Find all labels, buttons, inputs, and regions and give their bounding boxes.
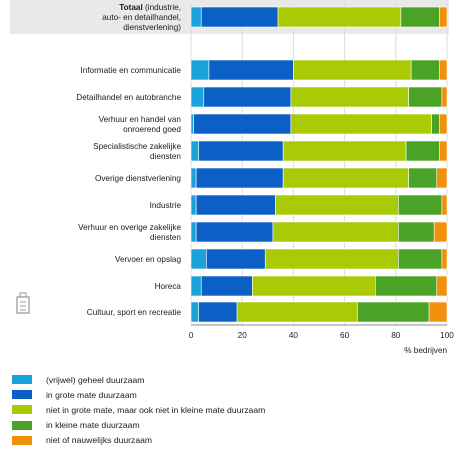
legend-label: niet in grote mate, maar ook niet in kle… bbox=[46, 404, 266, 415]
legend-swatch bbox=[12, 390, 32, 400]
bar-segment bbox=[441, 194, 448, 216]
legend-item: niet of nauwelijks duurzaam bbox=[12, 433, 462, 448]
bar-segment bbox=[290, 86, 409, 108]
category-label: Vervoer en opslag bbox=[115, 255, 181, 264]
category-label: Verhuur en handel van onroerend goed bbox=[99, 115, 182, 134]
bar-segment bbox=[190, 167, 197, 189]
legend: (vrijwel) geheel duurzaam in grote mate d… bbox=[12, 372, 462, 448]
bar-segment bbox=[398, 194, 443, 216]
x-tick-label: 80 bbox=[391, 331, 401, 340]
legend-label: in kleine mate duurzaam bbox=[46, 420, 140, 431]
category-label: Verhuur en overige zakelijke diensten bbox=[78, 223, 181, 242]
legend-item: niet in grote mate, maar ook niet in kle… bbox=[12, 402, 462, 417]
legend-swatch bbox=[12, 435, 32, 445]
x-axis-label: % bedrijven bbox=[404, 346, 447, 355]
category-label: Specialistische zakelijke diensten bbox=[93, 142, 181, 161]
bar-segment bbox=[357, 301, 430, 323]
bar-segment bbox=[431, 113, 440, 135]
x-tick-label: 60 bbox=[340, 331, 350, 340]
bar-segment bbox=[398, 221, 435, 243]
bar-segment bbox=[236, 301, 358, 323]
bar-segment bbox=[282, 140, 407, 162]
bar-segment bbox=[428, 301, 448, 323]
legend-item: (vrijwel) geheel duurzaam bbox=[12, 372, 462, 387]
legend-swatch bbox=[12, 375, 32, 384]
bar-segment bbox=[190, 86, 205, 108]
legend-label: in grote mate duurzaam bbox=[46, 389, 137, 400]
bar-segment bbox=[441, 248, 448, 270]
bar-segment bbox=[190, 194, 197, 216]
x-axis: 0 20 40 60 80 100 % bedrijven bbox=[189, 324, 454, 355]
gridlines bbox=[190, 3, 448, 325]
bar-segment bbox=[203, 86, 292, 108]
bar-segment bbox=[195, 194, 276, 216]
bar-segment bbox=[195, 167, 284, 189]
bar-segment bbox=[198, 140, 284, 162]
legend-label: niet of nauwelijks duurzaam bbox=[46, 435, 153, 446]
x-tick-label: 0 bbox=[189, 331, 194, 340]
bar-segment bbox=[190, 59, 210, 81]
category-label: Overige dienstverlening bbox=[95, 174, 181, 183]
bar-segment bbox=[408, 86, 443, 108]
legend-swatch bbox=[12, 405, 32, 415]
bar-segment bbox=[405, 140, 440, 162]
bar-segment bbox=[275, 194, 399, 216]
bar-segment bbox=[436, 167, 448, 189]
bar-segment bbox=[200, 6, 279, 28]
bar-segment bbox=[190, 248, 207, 270]
bar-segment bbox=[190, 301, 199, 323]
bar-segment bbox=[190, 275, 202, 297]
bar-segment bbox=[252, 275, 376, 297]
bar-segment bbox=[206, 248, 266, 270]
category-label: Industrie bbox=[150, 201, 182, 210]
bar-segment bbox=[198, 301, 238, 323]
bar-segment bbox=[439, 113, 448, 135]
bar-segment bbox=[277, 6, 402, 28]
bar-segment bbox=[190, 221, 197, 243]
category-label: Totaal (industrie, auto- en detailhandel,… bbox=[102, 3, 181, 32]
x-tick-label: 20 bbox=[238, 331, 248, 340]
category-label: Cultuur, sport en recreatie bbox=[87, 308, 182, 317]
bar-segment bbox=[400, 6, 440, 28]
stacked-bar-chart: Totaal (industrie, auto- en detailhandel,… bbox=[10, 0, 454, 355]
bar-segment bbox=[398, 248, 443, 270]
category-label: Informatie en communicatie bbox=[80, 66, 181, 75]
category-labels: Totaal (industrie, auto- en detailhandel,… bbox=[76, 3, 181, 317]
bar-segment bbox=[408, 167, 438, 189]
bar-segment bbox=[208, 59, 294, 81]
x-tick-label: 40 bbox=[289, 331, 299, 340]
category-label: Detailhandel en autobranche bbox=[76, 93, 181, 102]
bar-segment bbox=[439, 6, 448, 28]
bar-segment bbox=[200, 275, 253, 297]
bar-segment bbox=[272, 221, 399, 243]
bar-segment bbox=[195, 221, 274, 243]
bar-segment bbox=[441, 86, 448, 108]
bar-segment bbox=[375, 275, 438, 297]
bar-segment bbox=[190, 140, 199, 162]
bar-segment bbox=[293, 59, 412, 81]
legend-item: in grote mate duurzaam bbox=[12, 387, 462, 402]
bar-segment bbox=[190, 6, 202, 28]
bar-segment bbox=[439, 140, 448, 162]
bar-segment bbox=[436, 275, 448, 297]
bar-segment bbox=[290, 113, 432, 135]
legend-item: in kleine mate duurzaam bbox=[12, 418, 462, 433]
building-icon bbox=[16, 292, 30, 314]
bar-segment bbox=[190, 113, 194, 135]
x-tick-label: 100 bbox=[440, 331, 454, 340]
legend-label: (vrijwel) geheel duurzaam bbox=[46, 374, 145, 385]
bar-segment bbox=[433, 221, 448, 243]
bar-segment bbox=[282, 167, 409, 189]
bar-segment bbox=[439, 59, 448, 81]
bar-segment bbox=[264, 248, 399, 270]
bar-segment bbox=[410, 59, 440, 81]
building-icon-roof bbox=[19, 292, 27, 298]
legend-swatch bbox=[12, 420, 32, 430]
bar-segment bbox=[193, 113, 292, 135]
category-label: Horeca bbox=[155, 282, 182, 291]
bars bbox=[190, 6, 448, 323]
